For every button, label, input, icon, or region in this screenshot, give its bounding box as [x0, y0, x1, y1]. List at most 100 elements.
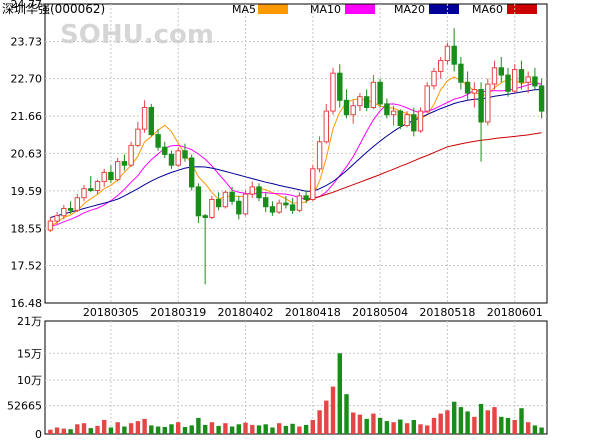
volume-bar — [115, 422, 120, 434]
candle-down — [168, 153, 175, 166]
volume-bar — [485, 410, 490, 434]
date-axis: 20180305 20180319 20180402 20180418 20180504… — [83, 306, 543, 319]
volume-bar — [330, 386, 336, 434]
candle-up — [54, 215, 60, 222]
candle-down — [451, 45, 457, 65]
legend-label-ma20: MA20 — [394, 3, 425, 16]
legend-label-ma5: MA5 — [232, 3, 256, 16]
volume-bar — [250, 424, 255, 434]
candle-down — [384, 103, 390, 116]
candle-down — [182, 150, 188, 159]
volume-bar — [277, 423, 282, 434]
candle-down — [162, 146, 168, 155]
volume-bar — [465, 411, 470, 434]
candle-down — [337, 72, 343, 101]
date-tick-label: 20180518 — [419, 306, 475, 319]
candle-down — [458, 63, 464, 83]
candle-down — [303, 195, 309, 200]
candle-up — [128, 144, 134, 166]
volume-bar — [391, 422, 396, 434]
volume-bar — [203, 424, 208, 434]
price-tick-label: 24.77 — [11, 0, 43, 11]
candle-down — [269, 206, 276, 213]
volume-bar — [371, 413, 376, 434]
candle-down — [464, 81, 471, 94]
candle-up — [242, 193, 249, 215]
volume-bar — [209, 422, 215, 434]
candle-down — [202, 215, 208, 218]
date-tick-label: 20180402 — [218, 306, 274, 319]
candle-up — [390, 110, 397, 116]
candle-up — [350, 105, 356, 116]
candle-up — [471, 89, 478, 94]
candle-up — [438, 60, 444, 72]
volume-bar — [492, 407, 497, 434]
volume-bar — [236, 424, 241, 434]
volume-tick-label: 10万 — [17, 374, 42, 387]
date-tick-label: 20180319 — [150, 306, 206, 319]
volume-bar — [270, 427, 275, 434]
candle-up — [417, 110, 424, 132]
volume-bar — [505, 417, 511, 434]
ma60-line — [305, 132, 542, 202]
volume-bar — [54, 427, 60, 434]
volume-bar — [135, 421, 141, 434]
volume-bar — [384, 421, 390, 434]
volume-bar — [169, 424, 174, 434]
candle-down — [155, 134, 161, 148]
candle-up — [115, 161, 121, 181]
candle-up — [330, 72, 336, 112]
candle-down — [518, 69, 525, 83]
volume-bar — [229, 426, 235, 434]
volume-bar — [377, 417, 383, 434]
volume-bar — [526, 422, 531, 434]
candle-up — [222, 191, 229, 208]
volume-bar — [88, 428, 93, 434]
legend-swatch-ma10 — [345, 4, 375, 14]
volume-tick-label: 21万 — [17, 315, 42, 328]
ma10-line — [50, 82, 542, 227]
candle-up — [316, 141, 323, 170]
volume-bar — [243, 422, 248, 434]
candle-up — [404, 114, 410, 126]
candle-up — [310, 168, 316, 201]
candle-down — [478, 89, 484, 123]
volume-bar — [472, 416, 477, 434]
volume-tick-label: 0 — [35, 428, 42, 440]
volume-bar — [176, 422, 181, 434]
candle-down — [108, 171, 114, 181]
legend-swatch-ma5 — [258, 4, 288, 14]
volume-bar — [216, 425, 221, 434]
legend-swatch-ma20 — [429, 4, 459, 14]
volume-bar — [283, 425, 289, 434]
volume-bar — [404, 423, 410, 434]
candle-up — [444, 45, 451, 62]
candle-down — [397, 110, 404, 126]
volume-tick-label: 15万 — [17, 347, 42, 360]
volume-bar — [425, 425, 430, 434]
volume-bar — [256, 425, 262, 434]
date-tick-label: 20180504 — [352, 306, 408, 319]
price-tick-label: 20.63 — [11, 147, 43, 160]
volume-y-axis: 21万 15万 10万 52665 0 — [7, 315, 42, 441]
price-tick-label: 21.66 — [11, 110, 43, 123]
volume-bar — [411, 420, 416, 434]
volume-bar — [223, 423, 228, 434]
candle-up — [141, 107, 148, 130]
volume-bar — [189, 425, 194, 434]
legend-label-ma10: MA10 — [310, 3, 341, 16]
volume-bar — [478, 403, 484, 434]
candle-up — [424, 85, 430, 112]
candle-down — [343, 99, 350, 116]
volume-bar — [458, 407, 464, 434]
volume-bar — [519, 408, 524, 434]
volume-bar — [155, 426, 161, 434]
price-tick-label: 17.52 — [11, 259, 43, 272]
volume-bar — [398, 419, 403, 434]
candle-up — [491, 67, 498, 85]
candle-down — [148, 107, 155, 136]
volume-bar — [445, 410, 450, 434]
volume-bar — [149, 425, 154, 434]
candle-down — [505, 74, 511, 92]
candle-down — [67, 208, 74, 211]
